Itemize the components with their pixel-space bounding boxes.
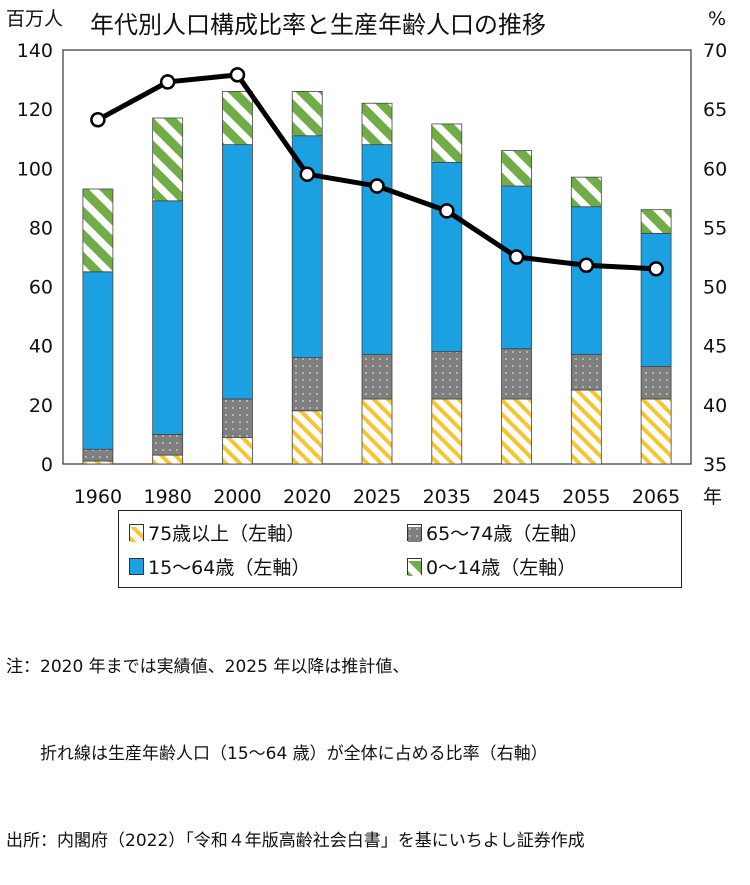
bar-1980-series-2 bbox=[152, 200, 184, 435]
bar-1980-series-1 bbox=[152, 434, 184, 456]
x-tick-label: 2025 bbox=[353, 486, 401, 508]
x-tick-label: 2020 bbox=[283, 486, 331, 508]
y-left-tick-label: 20 bbox=[29, 395, 53, 417]
note-line-2: 折れ線は生産年齢人口（15～64 歳）が全体に占める比率（右軸） bbox=[6, 744, 548, 764]
bar-2055-series-3 bbox=[570, 176, 602, 208]
bar-2065-series-1 bbox=[640, 366, 672, 400]
bar-2025-series-3 bbox=[361, 102, 393, 146]
y-right-tick-label: 70 bbox=[703, 40, 727, 62]
x-tick-label: 2000 bbox=[213, 486, 261, 508]
y-right-tick-label: 60 bbox=[703, 158, 727, 180]
y-right-tick-label: 35 bbox=[703, 454, 727, 476]
chart-title: 年代別人口構成比率と生産年齢人口の推移 bbox=[90, 11, 546, 39]
y-left-unit: 百万人 bbox=[6, 8, 63, 30]
legend-item-65-74: 65～74歳（左軸） bbox=[407, 519, 588, 546]
x-tick-label: 2055 bbox=[562, 486, 610, 508]
legend: 75歳以上（左軸） 65～74歳（左軸） 15～64歳（左軸） 0～14歳（左軸… bbox=[118, 510, 682, 588]
legend-swatch-blue bbox=[129, 558, 144, 575]
bar-2020-series-3 bbox=[291, 91, 323, 137]
ratio-point-2035 bbox=[439, 203, 455, 219]
bar-2055-series-2 bbox=[570, 206, 602, 355]
y-left-tick-label: 60 bbox=[29, 277, 53, 299]
note-line-1: 注：2020 年までは実績値、2025 年以降は推計値、 bbox=[6, 657, 410, 677]
bar-2000-series-2 bbox=[222, 144, 253, 400]
legend-swatch-gray bbox=[407, 524, 422, 542]
bar-2045-series-3 bbox=[501, 150, 532, 187]
y-left-tick-label: 140 bbox=[17, 40, 53, 62]
y-left-tick-label: 0 bbox=[41, 454, 53, 476]
bar-2025-series-0 bbox=[361, 398, 393, 465]
bar-2035-series-0 bbox=[431, 398, 463, 465]
legend-swatch-green bbox=[407, 558, 422, 576]
bar-2065-series-3 bbox=[640, 209, 672, 234]
y-left-tick-label: 80 bbox=[29, 217, 53, 239]
bar-2055-series-1 bbox=[570, 354, 602, 391]
ratio-point-1980 bbox=[159, 74, 176, 90]
bar-2025-series-1 bbox=[361, 354, 393, 400]
bar-2000-series-1 bbox=[222, 398, 253, 438]
y-right-unit: % bbox=[708, 8, 726, 30]
bar-2020-series-0 bbox=[291, 410, 323, 465]
x-tick-label: 2045 bbox=[492, 486, 540, 508]
ratio-point-2000 bbox=[229, 67, 246, 83]
bar-2035-series-2 bbox=[431, 161, 463, 353]
x-tick-label: 2065 bbox=[632, 486, 680, 508]
y-right-tick-label: 45 bbox=[703, 336, 727, 358]
bar-2045-series-1 bbox=[501, 348, 532, 400]
bar-1960-series-0 bbox=[82, 460, 114, 465]
ratio-point-2020 bbox=[299, 166, 315, 182]
ratio-point-2025 bbox=[369, 178, 385, 194]
y-right-tick-label: 65 bbox=[703, 99, 727, 121]
legend-label-15-64: 15～64歳（左軸） bbox=[148, 557, 311, 579]
footnotes: 注：2020 年までは実績値、2025 年以降は推計値、 折れ線は生産年齢人口（… bbox=[6, 595, 585, 885]
bar-2055-series-0 bbox=[570, 389, 602, 465]
x-tick-label: 2035 bbox=[423, 486, 471, 508]
bar-2035-series-3 bbox=[431, 123, 463, 163]
source-line: 出所：内閣府（2022）「令和４年版高齢社会白書」を基にいちよし証券作成 bbox=[6, 831, 585, 851]
bar-2020-series-1 bbox=[291, 357, 323, 412]
ratio-point-1960 bbox=[90, 112, 106, 128]
bar-2035-series-1 bbox=[431, 351, 463, 400]
bar-1980-series-3 bbox=[152, 117, 184, 202]
bar-1980-series-0 bbox=[152, 454, 184, 465]
legend-item-15-64: 15～64歳（左軸） bbox=[129, 553, 310, 580]
y-right-tick-label: 40 bbox=[703, 395, 727, 417]
bar-2000-series-3 bbox=[222, 91, 253, 146]
x-unit: 年 bbox=[703, 486, 722, 508]
y-right-tick-label: 50 bbox=[703, 277, 727, 299]
y-left-tick-label: 120 bbox=[17, 99, 53, 121]
bar-1960-series-1 bbox=[82, 448, 114, 462]
legend-label-65-74: 65～74歳（左軸） bbox=[426, 523, 589, 545]
bar-2000-series-0 bbox=[222, 436, 253, 465]
ratio-point-2055 bbox=[578, 257, 595, 274]
legend-swatch-yellow bbox=[129, 524, 144, 542]
y-left-tick-label: 100 bbox=[17, 158, 53, 180]
y-right-tick-label: 55 bbox=[703, 217, 727, 239]
ratio-point-2065 bbox=[648, 261, 664, 277]
legend-item-0-14: 0～14歳（左軸） bbox=[407, 553, 576, 580]
legend-label-75plus: 75歳以上（左軸） bbox=[148, 523, 306, 545]
x-tick-label: 1980 bbox=[143, 486, 191, 508]
bar-1960-series-2 bbox=[82, 271, 114, 450]
chart-svg: 年代別人口構成比率と生産年齢人口の推移 百万人 % 年 0 20 40 60 80 100… bbox=[6, 8, 727, 508]
bar-2045-series-2 bbox=[501, 185, 532, 350]
bar-2065-series-2 bbox=[640, 232, 672, 367]
y-left-tick-label: 40 bbox=[29, 336, 53, 358]
legend-label-0-14: 0～14歳（左軸） bbox=[426, 557, 577, 579]
legend-item-75plus: 75歳以上（左軸） bbox=[129, 519, 305, 546]
bar-2045-series-0 bbox=[501, 398, 532, 465]
bar-2025-series-2 bbox=[361, 144, 393, 355]
bar-2065-series-0 bbox=[640, 398, 672, 465]
ratio-point-2045 bbox=[508, 249, 525, 265]
x-tick-label: 1960 bbox=[74, 486, 122, 508]
bar-1960-series-3 bbox=[82, 188, 114, 273]
